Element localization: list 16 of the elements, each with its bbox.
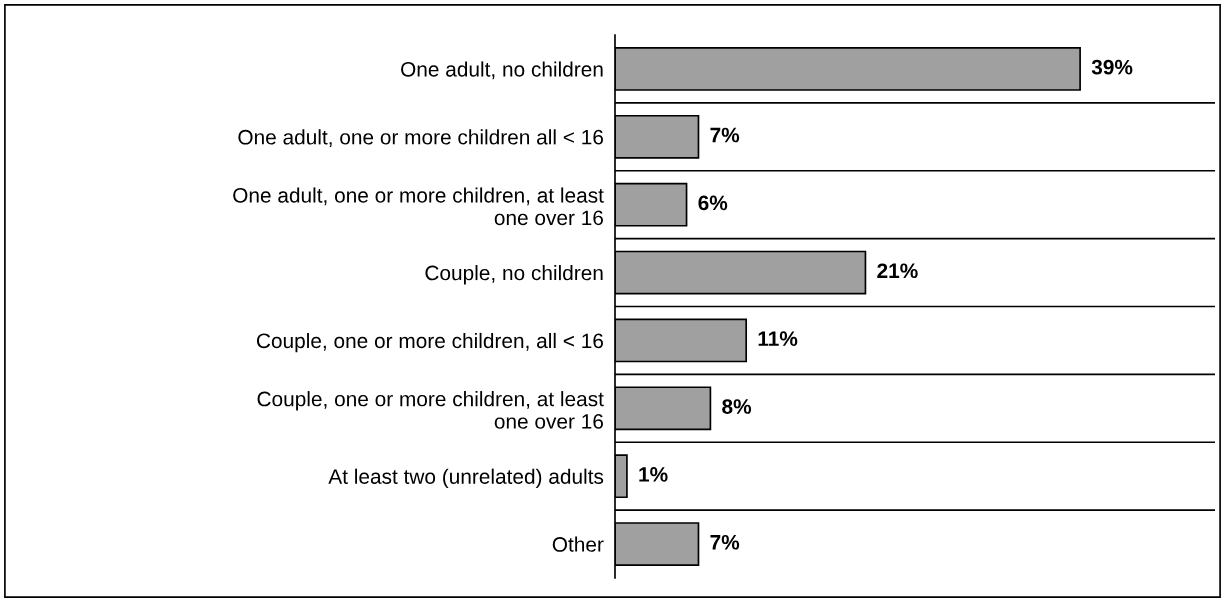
y-tick-label: One adult, no children bbox=[401, 61, 603, 80]
data-label: 21% bbox=[877, 263, 918, 279]
y-tick-label: Other bbox=[552, 536, 604, 552]
y-tick-label: At least two (unrelated) adults bbox=[328, 468, 604, 489]
data-label: 1% bbox=[639, 467, 668, 482]
data-label: 7% bbox=[710, 534, 740, 550]
y-tick-label: Couple, one or more children, at least one over 16 bbox=[257, 391, 604, 429]
y-tick-label: Couple, one or more children, all < 16 bbox=[256, 332, 603, 353]
y-tick-label: One adult, one or more children all < 16 bbox=[238, 129, 603, 148]
data-label: 8% bbox=[722, 399, 752, 414]
y-tick-label: One adult, one or more children, at least one over 16 bbox=[233, 187, 604, 226]
data-label: 6% bbox=[698, 195, 728, 211]
data-label: 39% bbox=[1091, 59, 1133, 75]
data-label: 7% bbox=[710, 127, 740, 143]
data-label: 11% bbox=[758, 331, 798, 346]
y-tick-label: Couple, no children bbox=[425, 265, 603, 285]
